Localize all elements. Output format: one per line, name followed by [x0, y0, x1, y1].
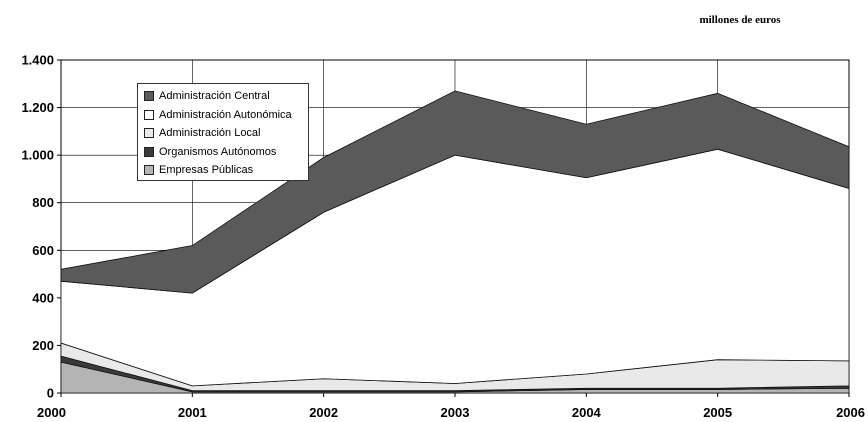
- area-series: [60, 90, 850, 394]
- x-tick-label: 2005: [703, 405, 732, 420]
- unit-label: millones de euros: [699, 14, 781, 26]
- x-axis: 2000 2001 2002 2003 2004 2005 2006: [37, 393, 865, 420]
- legend: Administración Central Administración Aut…: [137, 83, 309, 181]
- legend-item: Administración Local: [144, 124, 308, 143]
- x-tick-label: 2001: [178, 405, 207, 420]
- legend-label: Administración Local: [159, 127, 261, 140]
- legend-swatch: [144, 109, 154, 120]
- legend-label: Administración Autonómica: [159, 108, 292, 121]
- legend-item: Administración Autonómica: [144, 106, 308, 125]
- x-tick-label: 2004: [572, 405, 602, 420]
- legend-item: Empresas Públicas: [144, 161, 308, 180]
- y-tick-label: 200: [32, 338, 54, 353]
- y-axis: 0 200 400 600 800 1.000 1.200 1.400: [21, 53, 61, 401]
- x-tick-label: 2006: [836, 405, 865, 420]
- y-tick-label: 0: [47, 386, 54, 401]
- legend-label: Administración Central: [159, 90, 270, 103]
- y-tick-label: 1.000: [21, 148, 54, 163]
- legend-label: Organismos Autónomos: [159, 145, 277, 158]
- y-tick-label: 600: [32, 243, 54, 258]
- legend-swatch: [144, 146, 154, 157]
- legend-label: Empresas Públicas: [159, 164, 254, 177]
- x-tick-label: 2003: [441, 405, 470, 420]
- area-administración-central: [60, 90, 850, 294]
- legend-swatch: [144, 91, 154, 102]
- legend-item: Administración Central: [144, 87, 308, 106]
- y-tick-label: 1.200: [21, 100, 54, 115]
- y-tick-label: 800: [32, 195, 54, 210]
- y-tick-label: 1.400: [21, 53, 54, 68]
- x-tick-label: 2000: [37, 405, 66, 420]
- legend-swatch: [144, 165, 154, 176]
- x-tick-label: 2002: [309, 405, 338, 420]
- legend-swatch: [144, 128, 154, 139]
- legend-item: Organismos Autónomos: [144, 143, 308, 162]
- y-tick-label: 400: [32, 290, 54, 305]
